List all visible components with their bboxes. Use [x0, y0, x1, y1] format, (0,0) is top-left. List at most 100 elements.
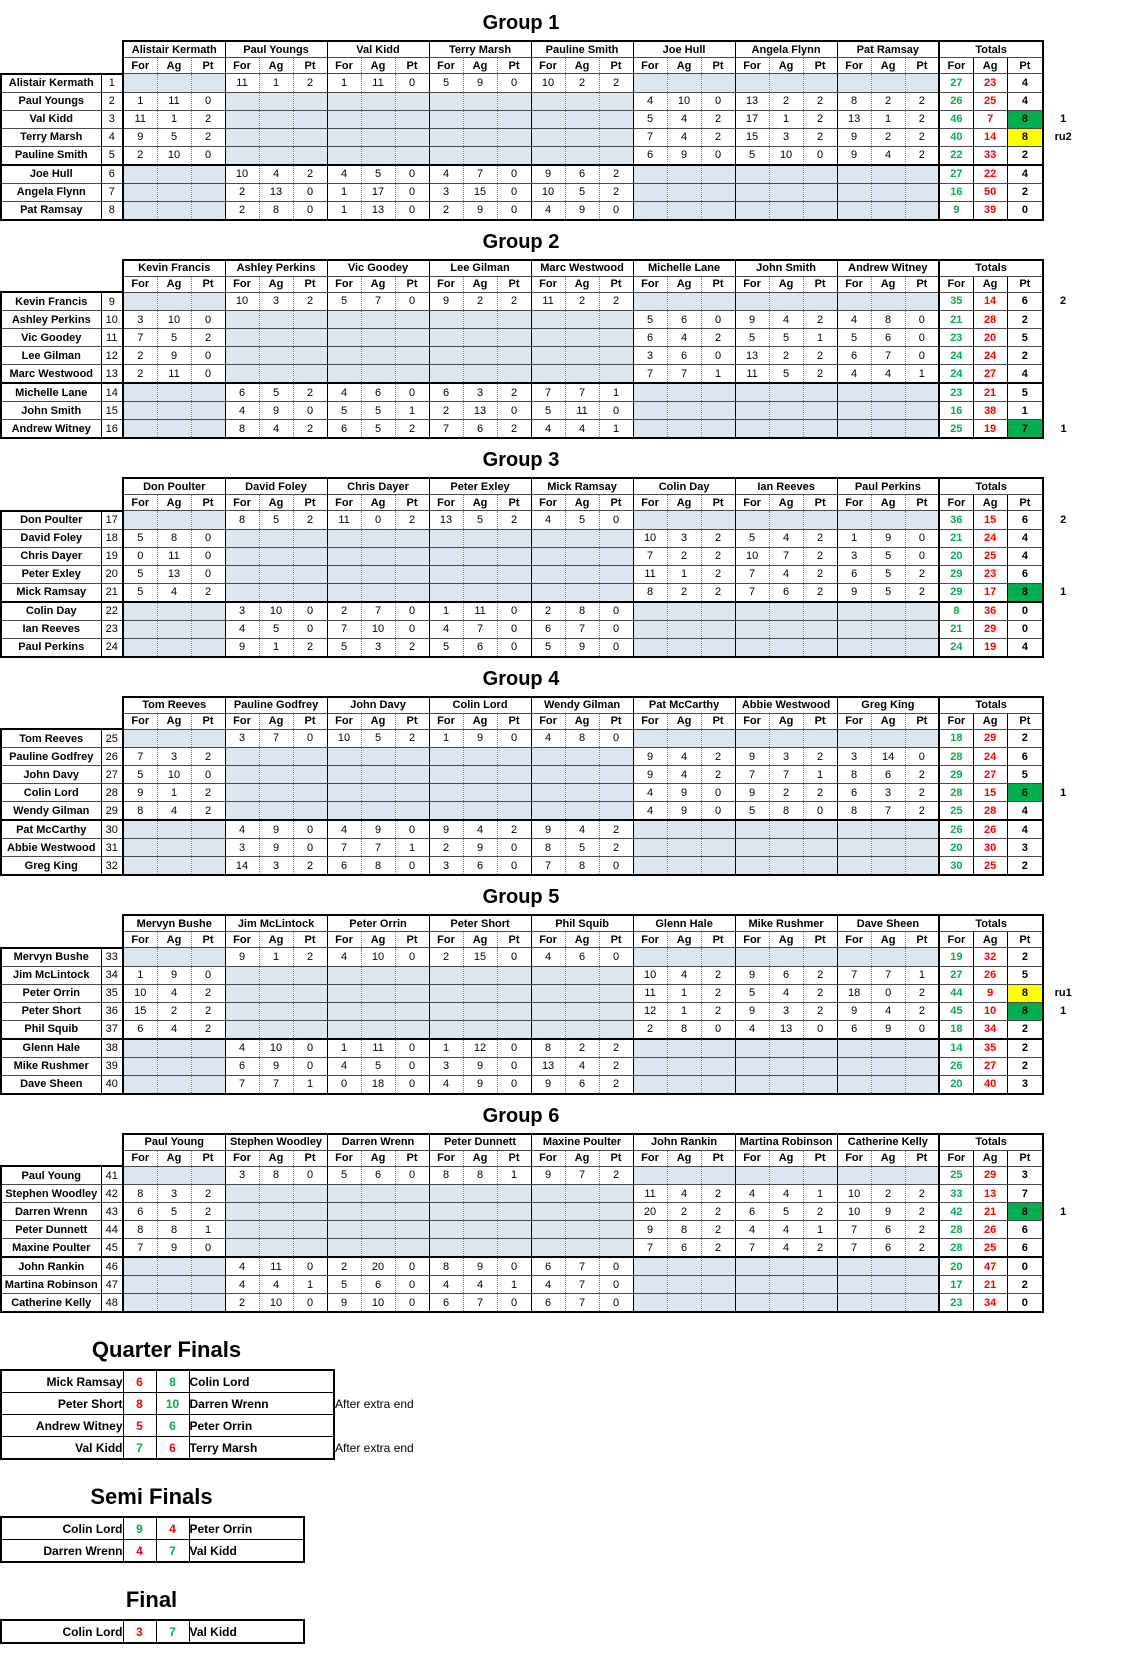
- opponent-column-header: Martina Robinson: [734, 1132, 838, 1151]
- unplayed-cell: [122, 1037, 157, 1058]
- score-points: 2: [802, 529, 838, 548]
- unplayed-cell: [462, 984, 498, 1003]
- unplayed-cell: [632, 600, 668, 621]
- unplayed-cell: [496, 547, 532, 566]
- score-for: 8: [836, 92, 872, 111]
- knockout-match-row: Peter Short 8 10 Darren Wrenn After extra en…: [0, 1392, 464, 1415]
- against-header: Ag: [972, 276, 1008, 293]
- corner-spacer: [1, 931, 123, 949]
- player-row: Pauline Smith 5 2 10 0 6 9 0 5 10 0 9 4 2 22 33 2: [0, 146, 1084, 165]
- player-number: 30: [100, 819, 123, 839]
- score-points: 2: [700, 1002, 736, 1021]
- opponent-column-header: Paul Young: [121, 1132, 226, 1151]
- unplayed-cell: [870, 838, 906, 857]
- player-name: Don Poulter: [0, 510, 101, 530]
- total-against: 26: [972, 1220, 1008, 1239]
- knockout-note: After extra end: [334, 1392, 464, 1415]
- player-number: 16: [100, 419, 123, 439]
- unplayed-cell: [700, 401, 736, 420]
- score-against: 1: [258, 638, 293, 658]
- total-against: 50: [972, 183, 1008, 202]
- score-points: 0: [496, 600, 532, 621]
- total-against: 19: [972, 638, 1008, 658]
- score-against: 2: [768, 783, 804, 802]
- unplayed-cell: [904, 1275, 940, 1294]
- total-against: 24: [972, 529, 1008, 548]
- unplayed-cell: [394, 364, 430, 384]
- points-header: Pt: [394, 1150, 430, 1167]
- points-header: Pt: [598, 713, 634, 730]
- corner-spacer: [1, 41, 123, 58]
- opponent-column-header: John Rankin: [632, 1132, 736, 1151]
- points-header: Pt: [292, 494, 328, 511]
- unplayed-cell: [394, 310, 430, 329]
- unplayed-cell: [428, 1184, 464, 1203]
- unplayed-cell: [122, 729, 157, 748]
- total-for: 26: [938, 819, 974, 839]
- score-points: 0: [496, 201, 532, 221]
- unplayed-cell: [462, 128, 498, 147]
- score-against: 11: [156, 364, 191, 384]
- score-points: 0: [598, 729, 634, 748]
- unplayed-cell: [802, 73, 838, 93]
- group-6-section: Group 6 Paul Young Stephen Woodley Darren …: [0, 1105, 1140, 1314]
- score-against: 1: [258, 73, 293, 93]
- unplayed-cell: [904, 600, 940, 621]
- total-against: 26: [972, 966, 1008, 985]
- unplayed-cell: [530, 1202, 566, 1221]
- score-points: 2: [904, 765, 940, 784]
- score-points: 0: [190, 565, 225, 584]
- score-points: 2: [394, 729, 430, 748]
- unplayed-cell: [156, 419, 191, 439]
- score-for: 4: [530, 201, 566, 221]
- score-for: 4: [326, 947, 362, 967]
- total-for: 29: [938, 583, 974, 602]
- score-points: 1: [700, 364, 736, 384]
- player-row: Peter Exley 20 5 13 0 11 1 2 7 4 2 6 5 2 29 23 6: [0, 565, 1084, 584]
- unplayed-cell: [292, 1002, 328, 1021]
- unplayed-cell: [870, 382, 906, 402]
- score-points: 2: [700, 984, 736, 1003]
- score-against: 4: [462, 819, 498, 839]
- score-against: 4: [768, 1184, 804, 1203]
- unplayed-cell: [666, 1166, 702, 1185]
- unplayed-cell: [700, 1256, 736, 1276]
- score-points: 2: [700, 1238, 736, 1258]
- rank-mark: [1043, 838, 1084, 857]
- unplayed-cell: [870, 419, 906, 439]
- unplayed-cell: [870, 1037, 906, 1058]
- score-against: 9: [462, 1075, 498, 1095]
- unplayed-cell: [598, 783, 634, 802]
- total-points: 2: [1006, 856, 1045, 876]
- score-for: 2: [224, 183, 259, 202]
- score-for: 6: [530, 620, 566, 639]
- unplayed-cell: [836, 1075, 872, 1095]
- knockout-player-left: Darren Wrenn: [0, 1539, 124, 1563]
- knockout-score-right: 7: [155, 1619, 190, 1644]
- unplayed-cell: [734, 201, 770, 221]
- score-for: 7: [122, 747, 157, 766]
- unplayed-cell: [530, 328, 566, 347]
- unplayed-cell: [836, 1166, 872, 1185]
- unplayed-cell: [190, 1166, 226, 1185]
- group-3-table: Don Poulter David Foley Chris Dayer Peter E…: [0, 477, 1140, 658]
- unplayed-cell: [496, 1184, 532, 1203]
- against-header: Ag: [360, 57, 395, 74]
- for-header: For: [734, 276, 770, 293]
- score-for: 10: [530, 183, 566, 202]
- unplayed-cell: [530, 310, 566, 329]
- player-number: 47: [100, 1275, 123, 1294]
- score-points: 0: [496, 947, 532, 967]
- unplayed-cell: [836, 292, 872, 311]
- score-for: 2: [428, 838, 464, 857]
- unplayed-cell: [700, 819, 736, 839]
- unplayed-cell: [598, 547, 634, 566]
- total-points: 0: [1006, 201, 1045, 221]
- score-for: 9: [122, 783, 157, 802]
- unplayed-cell: [496, 966, 532, 985]
- unplayed-cell: [564, 1020, 600, 1039]
- unplayed-cell: [496, 364, 532, 384]
- score-points: 0: [802, 801, 838, 821]
- knockout-player-left: Val Kidd: [0, 1436, 124, 1460]
- rank-mark: [1043, 565, 1084, 583]
